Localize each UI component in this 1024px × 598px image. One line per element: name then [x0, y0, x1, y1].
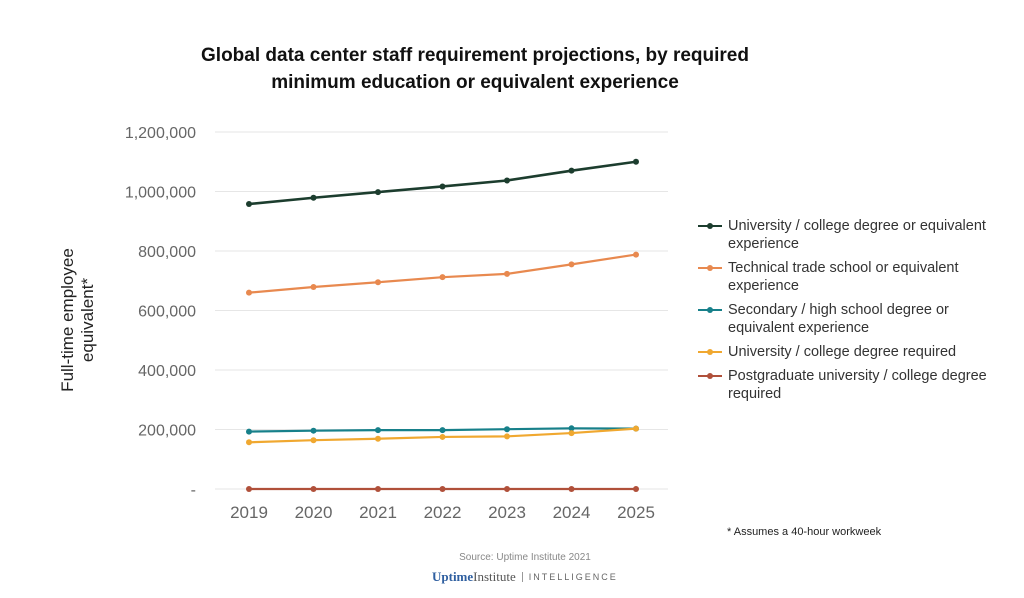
legend-swatch — [698, 307, 722, 313]
legend-item: Secondary / high school degree or equiva… — [698, 301, 998, 337]
legend-label: Postgraduate university / college degree… — [728, 368, 987, 402]
legend-label: Secondary / high school degree or equiva… — [728, 302, 949, 336]
legend-label: University / college degree required — [728, 344, 957, 360]
x-tick-label: 2019 — [230, 503, 268, 522]
data-point — [568, 430, 575, 437]
source-text: Source: Uptime Institute 2021 — [459, 552, 591, 563]
legend-swatch — [698, 349, 722, 355]
data-point — [439, 427, 446, 434]
data-point — [568, 486, 575, 492]
data-point — [504, 433, 510, 440]
y-tick-label: 200,000 — [138, 423, 196, 440]
data-point — [310, 194, 317, 201]
y-tick-label: 1,000,000 — [125, 185, 196, 202]
x-tick-label: 2025 — [617, 503, 655, 522]
legend-swatch — [698, 373, 722, 379]
y-tick-label: - — [191, 482, 196, 499]
x-tick-label: 2020 — [295, 503, 333, 522]
data-point — [504, 177, 510, 184]
data-point — [439, 183, 446, 190]
data-point — [246, 428, 252, 435]
data-point — [439, 274, 446, 281]
data-point — [633, 425, 639, 432]
data-point — [375, 279, 381, 286]
y-tick-label: 600,000 — [138, 304, 196, 321]
y-tick-label: 400,000 — [138, 363, 196, 380]
legend-swatch — [698, 265, 722, 271]
legend-item: University / college degree or equivalen… — [698, 217, 998, 253]
data-point — [568, 261, 575, 268]
logo-suffix: INTELLIGENCE — [521, 572, 618, 582]
data-point — [375, 486, 381, 492]
data-point — [633, 486, 639, 492]
data-point — [246, 289, 252, 296]
data-point — [310, 283, 317, 290]
data-point — [246, 486, 252, 492]
x-tick-label: 2021 — [359, 503, 397, 522]
legend-label: University / college degree or equivalen… — [728, 218, 986, 252]
uptime-logo: Uptime Institute INTELLIGENCE — [432, 569, 618, 585]
data-point — [439, 486, 446, 492]
data-point — [310, 486, 317, 492]
data-point — [633, 251, 639, 258]
legend: University / college degree or equivalen… — [698, 217, 998, 409]
series-line — [248, 253, 637, 294]
data-point — [375, 427, 381, 434]
data-point — [633, 158, 639, 165]
data-point — [246, 439, 252, 446]
legend-item: University / college degree required — [698, 343, 998, 361]
data-point — [504, 426, 510, 433]
legend-swatch — [698, 223, 722, 229]
data-point — [568, 167, 575, 174]
y-tick-label: 800,000 — [138, 244, 196, 261]
data-point — [310, 427, 317, 434]
x-tick-label: 2023 — [488, 503, 526, 522]
data-point — [568, 425, 575, 432]
data-point — [246, 200, 252, 207]
footnote: * Assumes a 40-hour workweek — [727, 526, 882, 538]
logo-brand2: Institute — [473, 569, 516, 584]
data-point — [310, 437, 317, 444]
legend-item: Technical trade school or equivalent exp… — [698, 259, 998, 295]
y-tick-label: 1,200,000 — [125, 125, 196, 142]
legend-label: Technical trade school or equivalent exp… — [728, 260, 959, 294]
legend-item: Postgraduate university / college degree… — [698, 367, 998, 403]
data-point — [504, 270, 510, 277]
x-tick-label: 2022 — [424, 503, 462, 522]
data-point — [504, 486, 510, 492]
data-point — [439, 433, 446, 440]
logo-brand1: Uptime — [432, 569, 474, 584]
chart-title: Global data center staff requirement pro… — [201, 45, 749, 93]
x-tick-label: 2024 — [553, 503, 591, 522]
data-point — [375, 435, 381, 442]
series-line — [248, 160, 637, 206]
data-point — [375, 189, 381, 196]
